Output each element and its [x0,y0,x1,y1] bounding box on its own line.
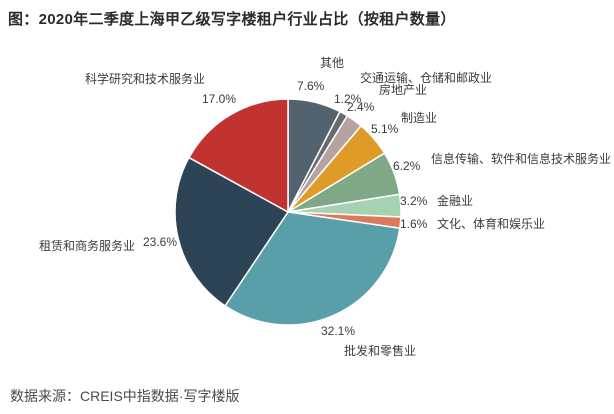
data-source: 数据来源：CREIS中指数据·写字楼版 [10,388,240,404]
chart-title: 图：2020年二季度上海甲乙级写字楼租户行业占比（按租户数量） [8,11,456,28]
pie-slice-8 [174,156,289,307]
pie-slice-9 [188,98,289,213]
pie-slice-7 [224,211,401,326]
